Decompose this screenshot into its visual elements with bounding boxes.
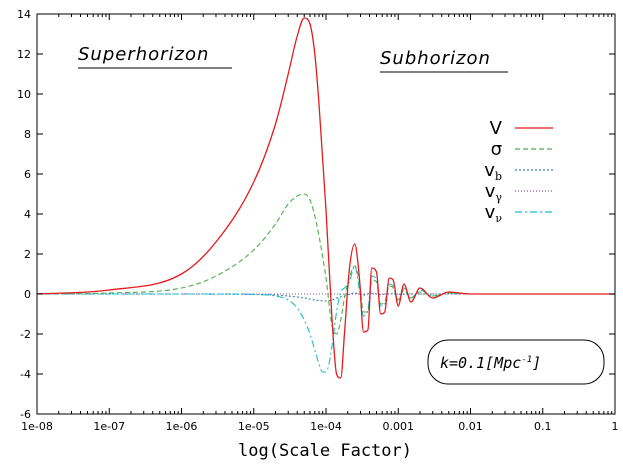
y-tick-label: 4 <box>24 208 31 221</box>
annotation-box: k=0.1[Mpc-1] <box>427 339 605 385</box>
y-tick-label: 8 <box>24 128 31 141</box>
legend-symbol: v <box>485 202 496 223</box>
x-tick-label: 1 <box>612 420 619 433</box>
legend-label-0: V <box>490 118 503 139</box>
y-tick-label: 12 <box>17 48 31 61</box>
labels-group: log(Scale Factor) Superhorizon Subhorizo… <box>78 44 508 461</box>
legend-label-4: vν <box>485 202 503 225</box>
y-tick-label: 0 <box>24 288 31 301</box>
annotation-frame <box>427 339 605 385</box>
y-tick-label: 10 <box>17 88 31 101</box>
region-label-subhorizon: Subhorizon <box>380 48 491 69</box>
annotation-superscript: -1 <box>521 355 532 365</box>
annotation-label: k=0.1[Mpc-1] <box>440 354 541 372</box>
series-line-2 <box>36 292 615 302</box>
annotation-close: ] <box>532 354 541 372</box>
y-tick-label: -2 <box>20 328 31 341</box>
series-line-1 <box>36 193 615 335</box>
legend-subscript: b <box>495 170 502 183</box>
y-tick-label: 2 <box>24 248 31 261</box>
axes-group: 1e-08 1e-07 1e-06 1e-05 1e-04 0.001 0.01 0.1 1 -6… <box>17 8 619 433</box>
y-tick-label: 14 <box>17 8 31 21</box>
series-line-4 <box>36 265 615 373</box>
x-tick-label: 1e-06 <box>166 420 198 433</box>
legend-subscript: ν <box>495 212 502 225</box>
x-tick-label: 1e-04 <box>310 420 342 433</box>
series-group <box>36 17 615 379</box>
annotation-main: k=0.1[Mpc <box>440 354 521 372</box>
legend-symbol: V <box>490 118 503 139</box>
x-tick-label: 1e-05 <box>238 420 270 433</box>
region-label-superhorizon: Superhorizon <box>78 44 209 65</box>
x-tick-label: 0.01 <box>458 420 483 433</box>
series-line-0 <box>36 17 615 379</box>
x-tick-label: 1e-07 <box>93 420 125 433</box>
legend-symbol: σ <box>491 139 502 160</box>
x-tick-label: 0.001 <box>383 420 415 433</box>
legend-label-1: σ <box>491 139 502 160</box>
legend-subscript: γ <box>495 191 502 204</box>
x-tick-label: 1e-08 <box>21 420 53 433</box>
legend-label-2: vb <box>484 160 502 183</box>
y-tick-label: 6 <box>24 168 31 181</box>
y-tick-label: -6 <box>20 408 31 421</box>
y-tick-label: -4 <box>20 368 31 381</box>
x-axis-title: log(Scale Factor) <box>238 441 412 461</box>
x-tick-label: 0.1 <box>534 420 552 433</box>
legend-symbol: v <box>484 160 495 181</box>
legend-label-3: vγ <box>485 181 503 204</box>
legend-symbol: v <box>485 181 496 202</box>
